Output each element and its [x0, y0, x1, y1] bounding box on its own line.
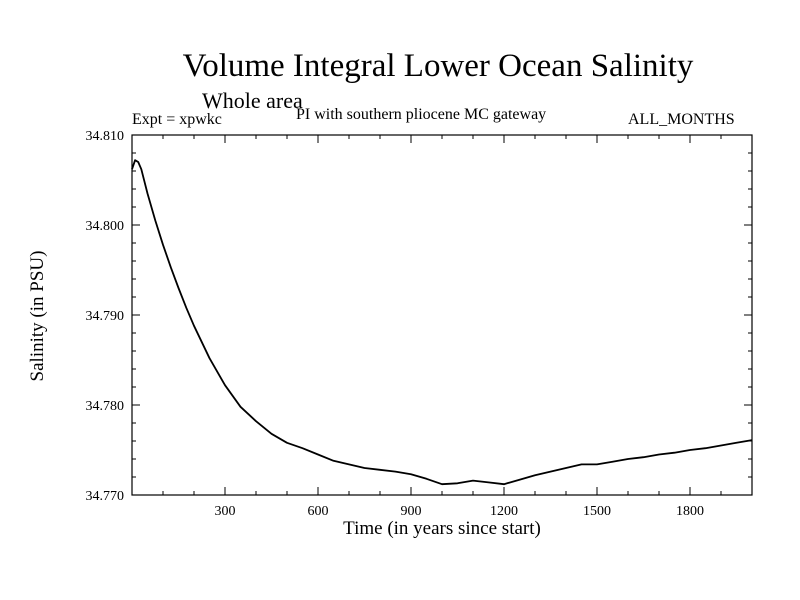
- x-tick-label: 1500: [583, 504, 611, 519]
- y-tick-label: 34.790: [86, 309, 125, 324]
- chart-subtitle: Whole area: [202, 88, 303, 113]
- experiment-label: Expt = xpwkc: [132, 111, 222, 128]
- x-tick-label: 1800: [676, 504, 704, 519]
- experiment-description: PI with southern pliocene MC gateway: [296, 106, 547, 123]
- y-tick-label: 34.800: [86, 219, 125, 234]
- y-tick-label: 34.780: [86, 399, 125, 414]
- y-tick-label: 34.810: [86, 129, 125, 144]
- plot-frame: [131, 134, 753, 496]
- x-tick-label: 300: [215, 504, 236, 519]
- y-tick-label: 34.770: [86, 489, 125, 504]
- months-label: ALL_MONTHS: [628, 111, 735, 128]
- series-line-xpwkc: [131, 159, 753, 486]
- x-tick-label: 1200: [490, 504, 518, 519]
- x-axis-label: Time (in years since start): [343, 518, 541, 539]
- x-tick-label: 900: [401, 504, 422, 519]
- x-tick-label: 600: [308, 504, 329, 519]
- chart-title: Volume Integral Lower Ocean Salinity: [182, 48, 694, 84]
